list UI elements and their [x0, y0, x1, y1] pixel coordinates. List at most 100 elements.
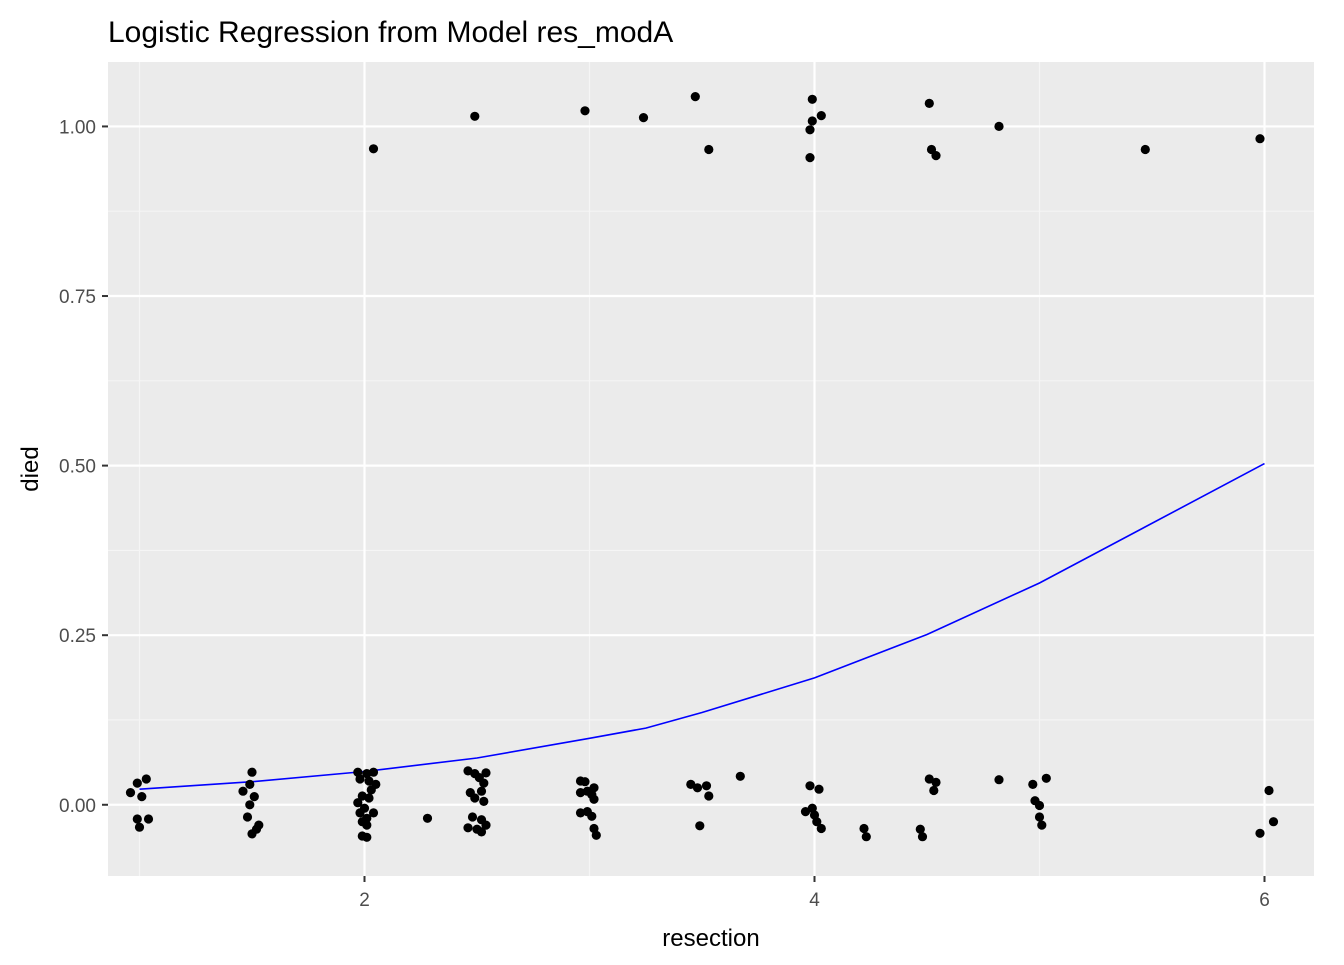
data-point — [580, 777, 590, 787]
data-point — [355, 808, 365, 818]
data-points — [125, 92, 1279, 842]
data-point — [692, 783, 703, 793]
data-point — [917, 832, 928, 842]
data-point — [422, 813, 433, 823]
data-point — [143, 814, 154, 824]
data-point — [368, 144, 379, 154]
x-axis: 2 4 6 — [359, 876, 1270, 911]
data-point — [1041, 773, 1051, 783]
data-point — [476, 827, 487, 837]
y-tick-label: 0.75 — [59, 287, 96, 308]
data-point — [1268, 817, 1279, 827]
y-tick-label: 0.25 — [59, 626, 96, 647]
x-tick-label: 2 — [359, 890, 370, 911]
data-point — [1264, 785, 1274, 796]
data-point — [362, 820, 372, 830]
y-tick-label: 0.50 — [59, 457, 96, 478]
minor-gridlines — [108, 62, 1314, 876]
data-point — [591, 830, 601, 840]
data-point — [247, 829, 257, 839]
data-point — [245, 800, 255, 810]
data-point — [1255, 828, 1265, 838]
data-point — [364, 776, 374, 786]
x-tick-label: 4 — [809, 890, 820, 911]
data-point — [816, 823, 826, 834]
data-point — [695, 821, 705, 831]
data-point — [582, 786, 592, 796]
data-point — [929, 785, 939, 796]
x-tick-label: 6 — [1259, 890, 1270, 911]
major-gridlines — [108, 62, 1314, 876]
data-point — [132, 814, 142, 824]
data-point — [690, 92, 700, 102]
data-point — [481, 820, 491, 830]
data-point — [814, 784, 824, 794]
data-point — [1255, 134, 1265, 144]
data-point — [125, 788, 136, 798]
plot-panel — [108, 62, 1314, 876]
data-point — [481, 768, 491, 778]
data-point — [249, 792, 259, 802]
data-point — [1028, 779, 1038, 790]
fit-line-layer — [139, 462, 1265, 790]
data-point — [355, 774, 365, 784]
data-point — [575, 808, 586, 818]
data-point — [701, 781, 712, 791]
data-point — [1034, 812, 1045, 822]
data-point — [134, 822, 145, 832]
data-point — [587, 811, 597, 821]
data-point — [800, 807, 811, 817]
data-point — [1034, 800, 1045, 811]
data-point — [479, 778, 489, 788]
data-point — [807, 94, 817, 104]
data-point — [805, 153, 815, 163]
data-point — [362, 832, 372, 842]
data-point — [353, 798, 363, 808]
data-point — [141, 774, 151, 784]
y-axis-title: died — [17, 446, 44, 491]
y-axis: 0.00 0.25 0.50 0.75 1.00 — [59, 117, 108, 817]
data-point — [638, 113, 649, 123]
data-point — [580, 106, 590, 116]
data-point — [861, 832, 871, 842]
data-point — [805, 781, 815, 791]
data-point — [931, 151, 941, 161]
data-point — [368, 767, 379, 777]
x-axis-title: resection — [662, 925, 759, 952]
data-point — [807, 116, 817, 126]
data-point — [704, 791, 714, 801]
data-point — [238, 786, 248, 796]
data-point — [704, 144, 714, 155]
data-point — [242, 812, 253, 822]
data-point — [364, 793, 374, 803]
data-point — [859, 823, 869, 834]
data-point — [735, 771, 745, 781]
data-point — [805, 125, 815, 135]
data-point — [589, 794, 599, 804]
chart-title: Logistic Regression from Model res_modA — [108, 16, 673, 49]
data-point — [816, 111, 826, 121]
data-point — [476, 786, 487, 796]
data-point — [467, 812, 478, 822]
data-point — [915, 824, 925, 834]
fit-line — [139, 462, 1265, 790]
data-point — [1140, 144, 1150, 155]
data-point — [994, 775, 1004, 785]
y-tick-label: 0.00 — [59, 796, 96, 817]
data-point — [368, 808, 379, 818]
data-point — [132, 778, 142, 788]
data-point — [931, 777, 941, 788]
data-point — [479, 796, 489, 807]
data-point — [812, 817, 822, 827]
data-point — [463, 823, 473, 833]
data-point — [994, 121, 1004, 131]
data-point — [470, 793, 480, 803]
data-point — [247, 767, 257, 777]
y-tick-label: 1.00 — [59, 117, 96, 138]
data-point — [1037, 820, 1047, 830]
data-point — [470, 111, 480, 121]
data-point — [924, 98, 934, 108]
data-point — [245, 779, 255, 790]
